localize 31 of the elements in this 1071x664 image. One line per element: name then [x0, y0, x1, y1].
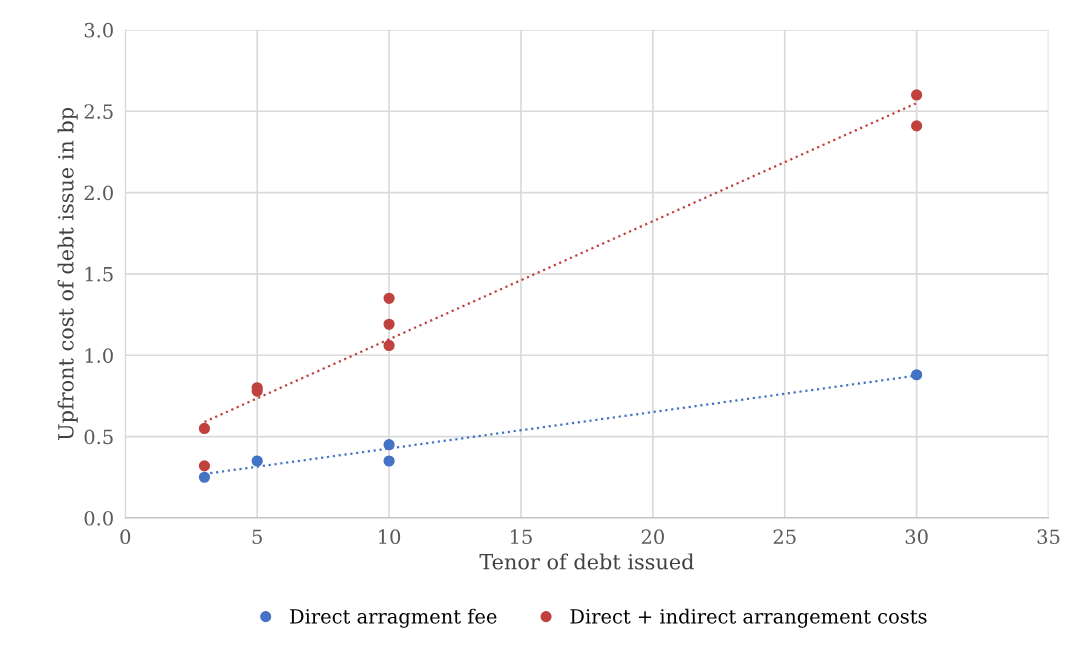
y-tick-label: 0.0: [84, 510, 113, 526]
y-tick-label: 0.5: [84, 429, 113, 445]
x-tick-label: 15: [510, 529, 532, 545]
point: [198, 471, 211, 483]
x-tick-label: 25: [773, 529, 796, 545]
point: [911, 89, 923, 101]
y-tick-label: 1.0: [85, 348, 113, 363]
point: [383, 339, 395, 352]
y-tick-label: 1.5: [85, 266, 113, 282]
point: [383, 318, 395, 330]
y-axis-title: Upfront cost of debt issue in bp: [57, 107, 78, 440]
x-tick-label: 30: [905, 529, 928, 545]
x-tick-label: 35: [1037, 529, 1060, 545]
x-axis-title: Tenor of debt issued: [479, 553, 694, 570]
point: [198, 422, 211, 435]
y-tick-label: 2.0: [84, 185, 113, 201]
x-tick-label: 10: [379, 529, 401, 545]
x-tick-label: 20: [641, 529, 664, 545]
point: [251, 455, 263, 467]
legend-label: Direct arragment fee: [290, 608, 497, 628]
x-tick-label: 5: [252, 529, 262, 545]
point: [383, 439, 395, 451]
y-tick-label: 2.5: [84, 104, 113, 119]
x-tick-label: 0: [120, 529, 131, 545]
legend-label: Direct + indirect arrangement costs: [570, 608, 927, 628]
point: [911, 369, 923, 381]
point: [911, 120, 923, 132]
point: [198, 460, 211, 472]
y-tick-label: 3.0: [84, 22, 113, 38]
point: [383, 292, 395, 304]
point: [383, 455, 395, 467]
